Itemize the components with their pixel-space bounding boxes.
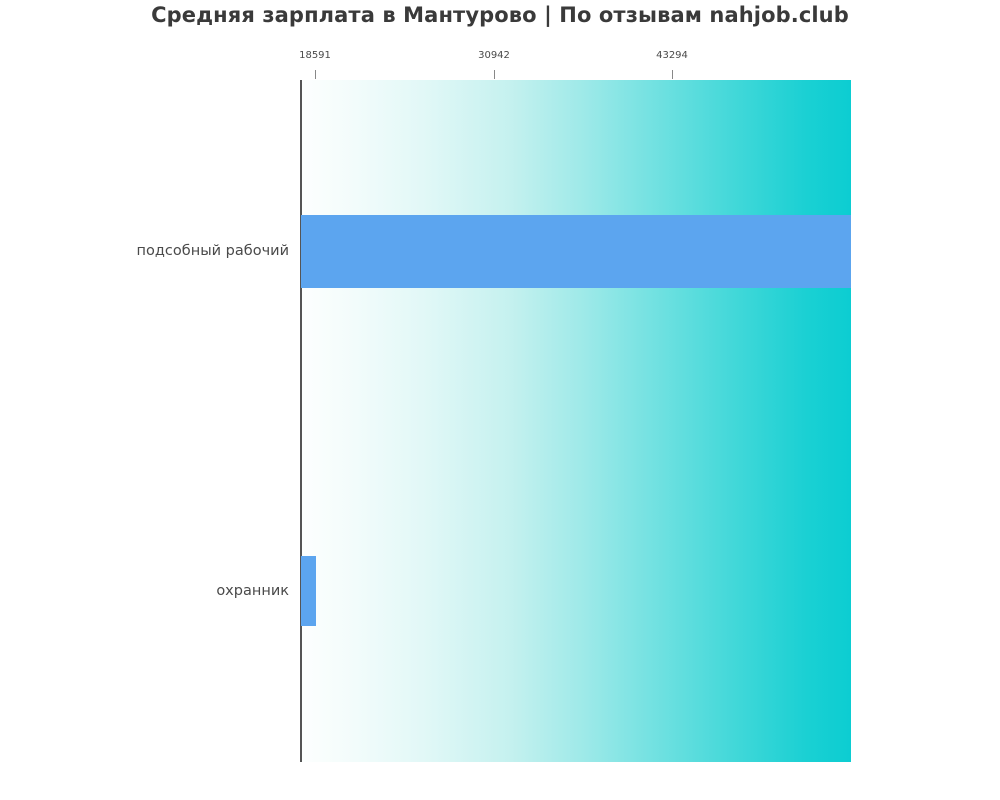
x-tick-mark-2 [672, 70, 673, 79]
x-tick-label-0: 18591 [299, 50, 331, 61]
plot-area [301, 80, 851, 762]
plot-background-gradient [301, 80, 851, 762]
x-tick-label-1: 30942 [478, 50, 510, 61]
x-tick-mark-1 [494, 70, 495, 79]
category-label-podsobnyy-rabochiy: подсобный рабочий [136, 243, 289, 259]
bar-podsobnyy-rabochiy[interactable] [301, 215, 851, 288]
chart-title: Средняя зарплата в Мантурово | По отзыва… [151, 3, 849, 27]
y-axis-line [300, 80, 302, 762]
x-tick-mark-0 [315, 70, 316, 79]
category-label-okhrannik: охранник [216, 583, 289, 599]
bar-okhrannik[interactable] [301, 556, 316, 626]
x-tick-label-2: 43294 [656, 50, 688, 61]
